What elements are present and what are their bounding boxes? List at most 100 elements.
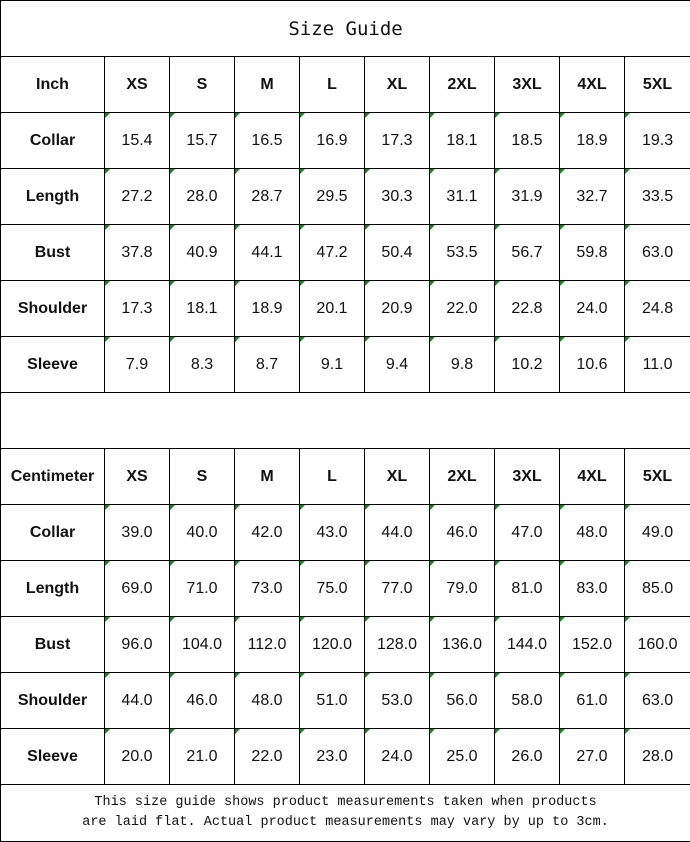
measurement-value: 44.0 [104, 672, 170, 729]
measurement-value: 8.7 [234, 336, 300, 393]
measurement-label: Length [0, 560, 105, 617]
size-header-3xl: 3XL [494, 56, 560, 113]
measurement-value: 144.0 [494, 616, 560, 673]
table-row: Length 27.2 28.0 28.7 29.5 30.3 31.1 31.9 32.7 33… [0, 168, 690, 225]
measurement-value: 44.1 [234, 224, 300, 281]
measurement-value: 24.0 [364, 728, 430, 785]
size-header-2xl: 2XL [429, 448, 495, 505]
measurement-value: 17.3 [104, 280, 170, 337]
measurement-label: Bust [0, 224, 105, 281]
centimeter-header-row: Centimeter XS S M L XL 2XL 3XL 4XL 5XL [0, 448, 690, 505]
measurement-value: 31.1 [429, 168, 495, 225]
measurement-value: 46.0 [429, 504, 495, 561]
measurement-value: 28.0 [623, 728, 690, 785]
measurement-value: 136.0 [429, 616, 495, 673]
size-header-xl: XL [364, 448, 430, 505]
measurement-value: 11.0 [623, 336, 690, 393]
measurement-value: 46.0 [169, 672, 235, 729]
measurement-value: 83.0 [559, 560, 625, 617]
measurement-value: 18.9 [559, 112, 625, 169]
measurement-value: 73.0 [234, 560, 300, 617]
measurement-value: 16.5 [234, 112, 300, 169]
size-header-5xl: 5XL [623, 56, 690, 113]
measurement-value: 31.9 [494, 168, 560, 225]
inch-header-row: Inch XS S M L XL 2XL 3XL 4XL 5XL [0, 56, 690, 113]
measurement-value: 69.0 [104, 560, 170, 617]
size-header-m: M [234, 448, 300, 505]
measurement-value: 85.0 [623, 560, 690, 617]
size-header-m: M [234, 56, 300, 113]
measurement-value: 10.2 [494, 336, 560, 393]
measurement-value: 8.3 [169, 336, 235, 393]
size-header-3xl: 3XL [494, 448, 560, 505]
measurement-value: 15.7 [169, 112, 235, 169]
measurement-value: 20.0 [104, 728, 170, 785]
measurement-value: 28.0 [169, 168, 235, 225]
size-header-4xl: 4XL [559, 56, 625, 113]
table-row: Shoulder 44.0 46.0 48.0 51.0 53.0 56.0 58.0 61.0… [0, 672, 690, 729]
size-header-s: S [169, 448, 235, 505]
measurement-value: 160.0 [623, 616, 690, 673]
measurement-value: 79.0 [429, 560, 495, 617]
measurement-value: 10.6 [559, 336, 625, 393]
table-row: Sleeve 20.0 21.0 22.0 23.0 24.0 25.0 26.0 27.0 28… [0, 728, 690, 785]
measurement-value: 75.0 [299, 560, 365, 617]
footer-note: This size guide shows product measuremen… [0, 784, 690, 842]
measurement-label: Shoulder [0, 672, 105, 729]
measurement-value: 49.0 [623, 504, 690, 561]
unit-label: Inch [0, 56, 105, 113]
measurement-label: Collar [0, 504, 105, 561]
measurement-value: 58.0 [494, 672, 560, 729]
measurement-value: 20.9 [364, 280, 430, 337]
table-row: Bust 37.8 40.9 44.1 47.2 50.4 53.5 56.7 59.8 63.0 [0, 224, 690, 281]
measurement-value: 25.0 [429, 728, 495, 785]
measurement-value: 47.0 [494, 504, 560, 561]
measurement-value: 104.0 [169, 616, 235, 673]
measurement-value: 112.0 [234, 616, 300, 673]
measurement-value: 53.5 [429, 224, 495, 281]
footer-line-2: are laid flat. Actual product measuremen… [82, 815, 609, 830]
size-header-xs: XS [104, 448, 170, 505]
measurement-value: 42.0 [234, 504, 300, 561]
unit-label: Centimeter [0, 448, 105, 505]
measurement-value: 24.8 [623, 280, 690, 337]
measurement-label: Shoulder [0, 280, 105, 337]
measurement-value: 71.0 [169, 560, 235, 617]
measurement-value: 56.0 [429, 672, 495, 729]
measurement-value: 63.0 [623, 224, 690, 281]
measurement-value: 51.0 [299, 672, 365, 729]
measurement-label: Sleeve [0, 728, 105, 785]
measurement-value: 18.5 [494, 112, 560, 169]
measurement-value: 27.0 [559, 728, 625, 785]
measurement-value: 22.8 [494, 280, 560, 337]
size-header-xs: XS [104, 56, 170, 113]
size-header-l: L [299, 448, 365, 505]
size-header-4xl: 4XL [559, 448, 625, 505]
measurement-value: 77.0 [364, 560, 430, 617]
measurement-value: 47.2 [299, 224, 365, 281]
measurement-value: 56.7 [494, 224, 560, 281]
measurement-value: 59.8 [559, 224, 625, 281]
measurement-value: 43.0 [299, 504, 365, 561]
page-title: Size Guide [0, 0, 690, 57]
footer-row: This size guide shows product measuremen… [0, 784, 690, 842]
measurement-value: 17.3 [364, 112, 430, 169]
measurement-label: Collar [0, 112, 105, 169]
measurement-value: 19.3 [623, 112, 690, 169]
measurement-value: 21.0 [169, 728, 235, 785]
measurement-value: 18.1 [429, 112, 495, 169]
measurement-value: 9.1 [299, 336, 365, 393]
measurement-value: 48.0 [559, 504, 625, 561]
measurement-value: 30.3 [364, 168, 430, 225]
measurement-value: 7.9 [104, 336, 170, 393]
table-row: Sleeve 7.9 8.3 8.7 9.1 9.4 9.8 10.2 10.6 11.0 [0, 336, 690, 393]
measurement-value: 128.0 [364, 616, 430, 673]
measurement-value: 61.0 [559, 672, 625, 729]
measurement-value: 37.8 [104, 224, 170, 281]
measurement-value: 26.0 [494, 728, 560, 785]
spacer-cell [0, 392, 690, 449]
measurement-value: 32.7 [559, 168, 625, 225]
measurement-value: 9.8 [429, 336, 495, 393]
size-header-5xl: 5XL [623, 448, 690, 505]
table-row: Bust 96.0 104.0 112.0 120.0 128.0 136.0 144.0 15… [0, 616, 690, 673]
